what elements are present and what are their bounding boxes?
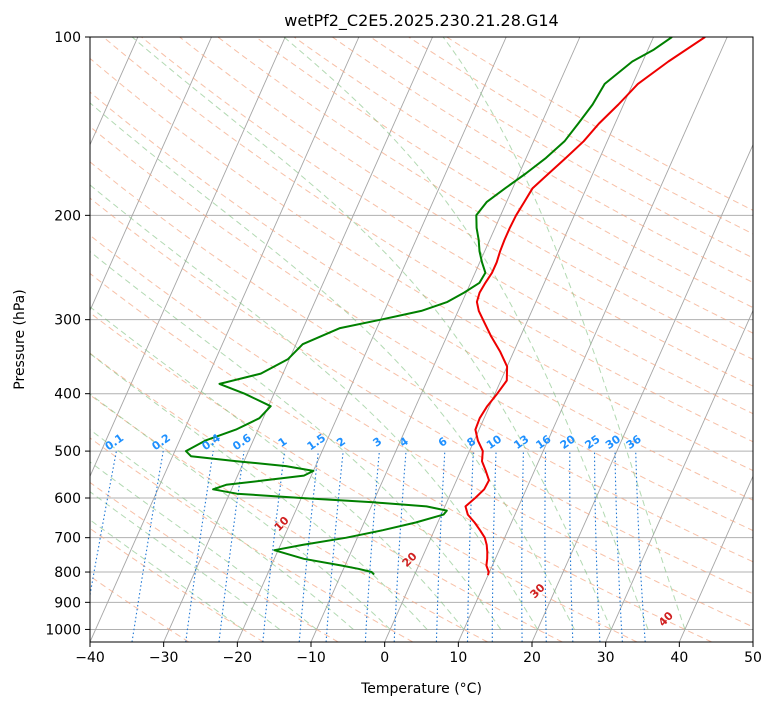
y-tick-label: 500: [54, 444, 81, 460]
isotherm-line: [678, 475, 753, 642]
moist-adiabats: [90, 37, 686, 630]
dry-adiabat: [179, 37, 753, 387]
dry-adiabat: [90, 481, 339, 642]
y-tick-label: 300: [54, 313, 81, 329]
axes: −40 −30 −20 −10 0 10 20 30 40 50 100 200 300 400 500 60…: [45, 30, 762, 666]
dry-adiabat: [90, 272, 712, 642]
moist-adiabat: [90, 102, 575, 630]
x-tick-label: 0: [380, 650, 389, 666]
dry-adiabat: [293, 37, 753, 309]
dry-adiabat: [332, 37, 753, 284]
x-tick-label: −10: [296, 650, 326, 666]
dry-adiabat: [90, 352, 563, 642]
moist-adiabat: [90, 491, 280, 630]
isotherm-line: [310, 37, 581, 642]
mixing-ratio-line: [90, 450, 117, 598]
y-tick-label: 1000: [45, 622, 81, 638]
y-tick-label: 700: [54, 531, 81, 547]
sounding-profiles: [184, 37, 706, 576]
x-tick-label: −40: [75, 650, 105, 666]
isotherm-line: [384, 37, 654, 642]
y-tick-label: 200: [54, 208, 81, 224]
moist-adiabat: [90, 184, 539, 630]
isotherm-line: [236, 37, 507, 642]
plot-frame: [89, 36, 754, 643]
moist-adiabat: [131, 37, 612, 630]
moist-adiabat: [90, 250, 502, 630]
moist-adiabat: [90, 353, 428, 630]
x-tick-label: 40: [670, 650, 688, 666]
dry-adiabat: [90, 527, 264, 642]
dry-adiabat: [255, 37, 753, 334]
y-tick-label: 900: [54, 595, 81, 611]
y-tick-label: 400: [54, 387, 81, 403]
temperature-profile-line: [464, 37, 706, 576]
moist-adiabat: [90, 393, 391, 630]
isotherm-line: [163, 37, 433, 642]
isotherm-line: [605, 309, 753, 642]
chart-title: wetPf2_C2E5.2025.230.21.28.G14: [284, 11, 558, 31]
y-tick-label: 800: [54, 565, 81, 581]
isotherm-line: [531, 143, 753, 642]
dry-adiabat: [90, 197, 753, 595]
x-tick-label: 30: [597, 650, 615, 666]
skewed-isotherms: [90, 37, 753, 642]
dry-adiabat: [217, 37, 753, 360]
x-tick-label: −30: [149, 650, 179, 666]
moist-adiabat: [90, 519, 244, 630]
mixing-ratio-line: [131, 451, 164, 642]
moist-adiabat: [442, 37, 686, 630]
dry-adiabat: [90, 234, 753, 628]
isotherm-line: [457, 37, 728, 642]
moist-adiabat: [283, 37, 649, 630]
x-axis-label: Temperature (°C): [360, 681, 482, 697]
moist-adiabat: [90, 429, 354, 630]
dry-adiabat: [90, 312, 638, 642]
moist-adiabat: [90, 306, 465, 630]
dry-adiabat: [90, 125, 753, 532]
isotherm-line: [90, 37, 212, 312]
mixing-ratio-line: [262, 451, 286, 642]
dry-adiabat: [141, 37, 753, 415]
dewpoint-profile-line: [184, 37, 673, 576]
y-tick-label: 600: [54, 491, 81, 507]
x-tick-label: 50: [744, 650, 762, 666]
isotherm-line: [90, 37, 286, 478]
x-tick-label: 10: [449, 650, 467, 666]
isotherm-line: [90, 37, 139, 146]
x-tick-label: 20: [523, 650, 541, 666]
x-tick-label: −20: [223, 650, 253, 666]
mixing-ratio-line: [185, 451, 214, 642]
isotherm-line: [90, 37, 360, 642]
y-axis-label: Pressure (hPa): [12, 289, 28, 389]
y-tick-label: 100: [54, 30, 81, 46]
